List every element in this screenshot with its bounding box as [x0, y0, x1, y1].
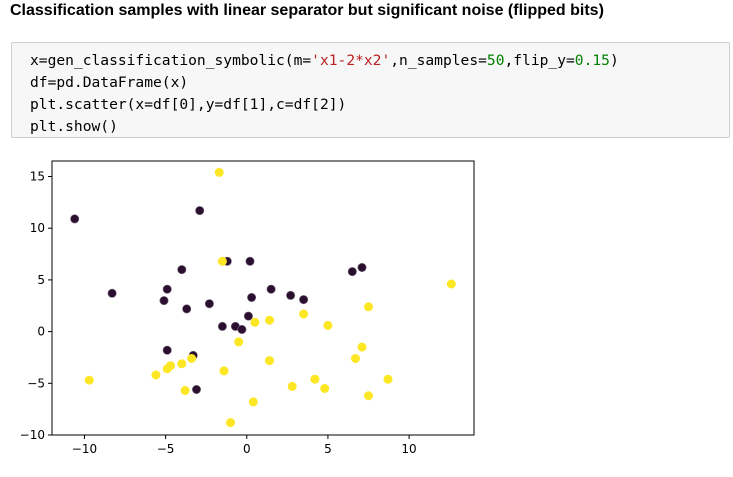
scatter-point-class0	[159, 296, 169, 306]
scatter-point-class0	[177, 265, 187, 275]
scatter-point-class0	[247, 293, 257, 303]
scatter-point-class1	[310, 374, 320, 384]
code-line-4: plt.show()	[30, 118, 118, 135]
x-axis: −10 −5 0 5 10	[72, 435, 417, 456]
scatter-point-class0	[162, 284, 172, 294]
scatter-point-class0	[204, 299, 214, 309]
scatter-point-class1	[264, 356, 274, 366]
x-tick-label: 0	[243, 442, 251, 456]
scatter-point-class1	[214, 167, 224, 177]
scatter-point-class1	[151, 370, 161, 380]
scatter-point-class1	[363, 302, 373, 312]
scatter-point-class1	[226, 418, 236, 428]
scatter-point-class0	[266, 284, 276, 294]
scatter-point-class0	[162, 345, 172, 355]
scatter-point-class1	[234, 337, 244, 347]
scatter-point-class0	[70, 214, 80, 224]
scatter-point-class0	[195, 206, 205, 216]
scatter-point-class0	[217, 321, 227, 331]
scatter-point-class1	[446, 279, 456, 289]
points-layer	[70, 167, 456, 428]
scatter-point-class1	[264, 315, 274, 325]
y-tick-label: 0	[37, 325, 45, 339]
scatter-point-class1	[323, 320, 333, 330]
plot-frame	[51, 160, 475, 436]
scatter-point-class1	[320, 384, 330, 394]
scatter-point-class1	[166, 361, 176, 371]
x-tick-label: 10	[401, 442, 416, 456]
scatter-point-class0	[347, 267, 357, 277]
y-tick-label: 15	[30, 170, 45, 184]
code-editor[interactable]: x=gen_classification_symbolic(m='x1-2*x2…	[30, 50, 619, 138]
scatter-point-class1	[250, 317, 260, 327]
scatter-point-class0	[237, 325, 247, 335]
y-tick-label: −5	[27, 376, 45, 390]
scatter-point-class0	[299, 295, 309, 305]
scatter-point-class1	[383, 374, 393, 384]
x-tick-label: −10	[72, 442, 97, 456]
section-heading: Classification samples with linear separ…	[10, 2, 604, 19]
scatter-point-class1	[248, 397, 258, 407]
scatter-point-class1	[299, 309, 309, 319]
scatter-point-class0	[192, 385, 202, 395]
scatter-point-class1	[187, 354, 197, 364]
plot-output: −10 −5 0 5 10 −10 −5 0 5 10 15	[0, 150, 733, 472]
scatter-point-class0	[286, 290, 296, 300]
code-line-2: df=pd.DataFrame(x)	[30, 74, 189, 91]
scatter-point-class1	[350, 354, 360, 364]
scatter-point-class1	[217, 256, 227, 266]
scatter-point-class0	[245, 256, 255, 266]
x-tick-label: −5	[157, 442, 175, 456]
scatter-point-class1	[219, 366, 229, 376]
scatter-point-class1	[177, 359, 187, 369]
y-tick-label: 5	[37, 273, 45, 287]
scatter-point-class0	[107, 288, 117, 298]
y-tick-label: −10	[20, 428, 45, 442]
scatter-point-class0	[182, 304, 192, 314]
y-axis: −10 −5 0 5 10 15	[20, 170, 52, 442]
scatter-point-class0	[357, 263, 367, 273]
scatter-point-class0	[243, 311, 253, 321]
scatter-point-class1	[180, 386, 190, 396]
code-line-3: plt.scatter(x=df[0],y=df[1],c=df[2])	[30, 96, 347, 113]
x-tick-label: 5	[324, 442, 332, 456]
scatter-point-class1	[287, 381, 297, 391]
scatter-plot: −10 −5 0 5 10 −10 −5 0 5 10 15	[20, 160, 475, 456]
scatter-point-class1	[363, 391, 373, 401]
code-cell[interactable]: x=gen_classification_symbolic(m='x1-2*x2…	[11, 42, 730, 138]
scatter-point-class1	[84, 375, 94, 385]
scatter-point-class1	[357, 342, 367, 352]
y-tick-label: 10	[30, 221, 45, 235]
code-line-1: x=gen_classification_symbolic(m='x1-2*x2…	[30, 52, 619, 69]
